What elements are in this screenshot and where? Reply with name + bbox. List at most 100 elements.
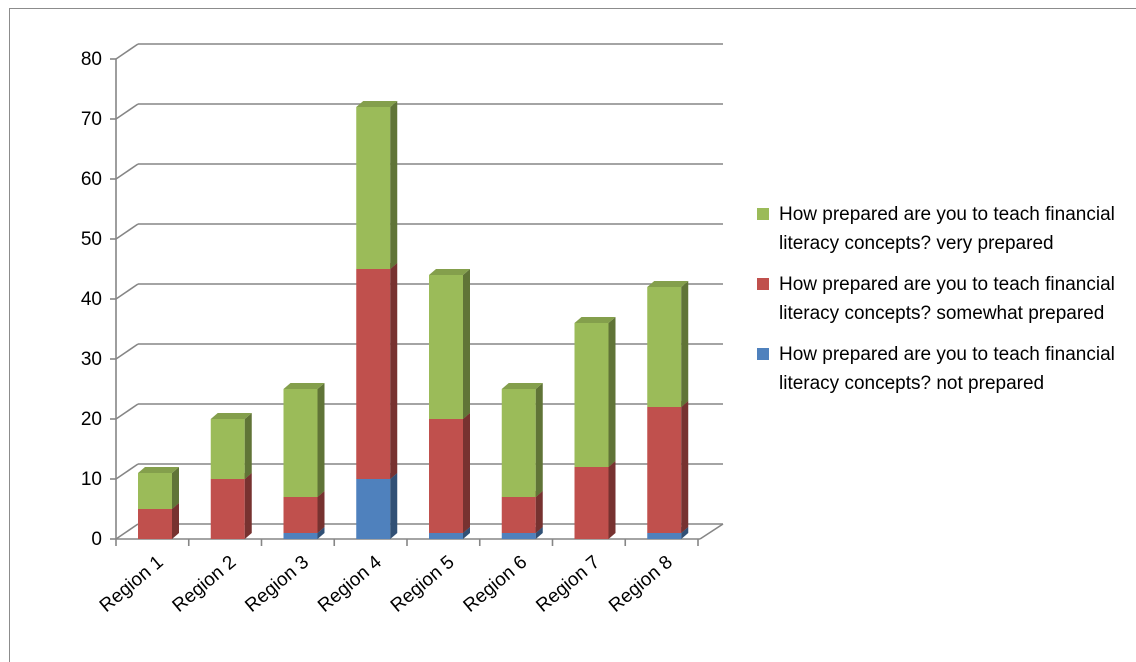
bar-segment [501,491,543,533]
bar-segment [574,461,616,539]
bar-segment [138,467,179,509]
y-tick-label: 40 [81,289,102,310]
bar-front [429,419,463,533]
legend-label: How prepared are you to teach financial … [779,274,1115,324]
bar-side [463,527,470,539]
bar-top [210,413,252,419]
bar-segment [356,263,398,479]
bar-front [356,107,391,269]
bar-side [535,491,543,533]
gridline-side [115,403,139,420]
bar-front [429,275,463,419]
bar-segment [283,491,325,533]
bar-front [501,533,536,539]
gridline-side [115,523,139,540]
legend: How prepared are you to teach financial … [755,200,1125,410]
bar-top [647,281,689,287]
bar-top [574,317,616,323]
bar-front [138,473,172,509]
bar-side [317,491,325,533]
bar-side [681,527,689,539]
bar-side [608,461,616,539]
y-tick-label: 80 [81,49,102,70]
y-tick-label: 50 [81,229,102,250]
bar-segment [283,383,325,497]
legend-item: How prepared are you to teach financial … [755,270,1125,328]
bar-side [681,281,689,407]
gridline-side [115,103,139,120]
legend-swatch [757,348,769,360]
bar-side [317,527,325,539]
x-tick-label: Region 2 [169,552,241,617]
legend-label: How prepared are you to teach financial … [779,204,1115,254]
bar-segment [356,473,398,539]
bar-side [390,101,398,269]
bar-segment [210,413,252,479]
bar-side [535,527,543,539]
bar-side [463,413,470,533]
x-tick-label: Region 7 [532,552,604,617]
bar-front [647,287,682,407]
chart-frame [9,8,1136,662]
gridline-side [115,163,139,180]
bar-segment [647,401,689,533]
gridline-side [115,43,139,60]
x-tick-label: Region 4 [314,551,386,616]
bar-front [647,533,682,539]
bar-front [574,323,609,467]
bar-front [501,497,536,533]
bar-front [283,497,318,533]
bar-side [608,317,616,467]
bar-side [390,263,398,479]
bar-front [501,389,536,497]
bar-segment [501,383,543,497]
legend-item: How prepared are you to teach financial … [755,340,1125,398]
bar-side [172,503,179,539]
legend-item: How prepared are you to teach financial … [755,200,1125,258]
bar-front [283,533,318,539]
gridline-side [115,223,139,240]
gridline-side [115,463,139,480]
bar-side [681,401,689,533]
x-tick-label: Region 8 [605,552,677,617]
legend-swatch [757,278,769,290]
x-tick-label: Region 1 [96,552,168,617]
bar-front [138,509,172,539]
x-tick-label: Region 3 [241,552,313,617]
bar-top [356,101,398,107]
bar-segment [574,317,616,467]
legend-swatch [757,208,769,220]
bar-front [283,389,318,497]
bar-top [429,269,470,275]
bar-segment [210,473,252,539]
bar-front [356,269,391,479]
y-tick-label: 30 [81,349,102,370]
bar-top [283,383,325,389]
bar-segment [647,281,689,407]
bar-front [429,533,463,539]
y-tick-label: 70 [81,109,102,130]
bar-side [244,413,252,479]
bar-top [138,467,179,473]
bar-segment [429,413,470,533]
bar-side [244,473,252,539]
bar-front [356,479,391,539]
x-tick-label: Region 6 [460,552,532,617]
bar-segment [356,101,398,269]
bar-front [647,407,682,533]
gridline-side [115,283,139,300]
bar-side [172,467,179,509]
y-tick-label: 10 [81,469,102,490]
bar-front [210,479,245,539]
bar-side [535,383,543,497]
y-tick-label: 0 [91,529,102,550]
bar-side [390,473,398,539]
gridline-side [115,343,139,360]
bar-top [501,383,543,389]
x-tick-label: Region 5 [387,552,459,617]
bar-front [210,419,245,479]
bar-front [574,467,609,539]
bar-segment [429,269,470,419]
y-tick-label: 60 [81,169,102,190]
